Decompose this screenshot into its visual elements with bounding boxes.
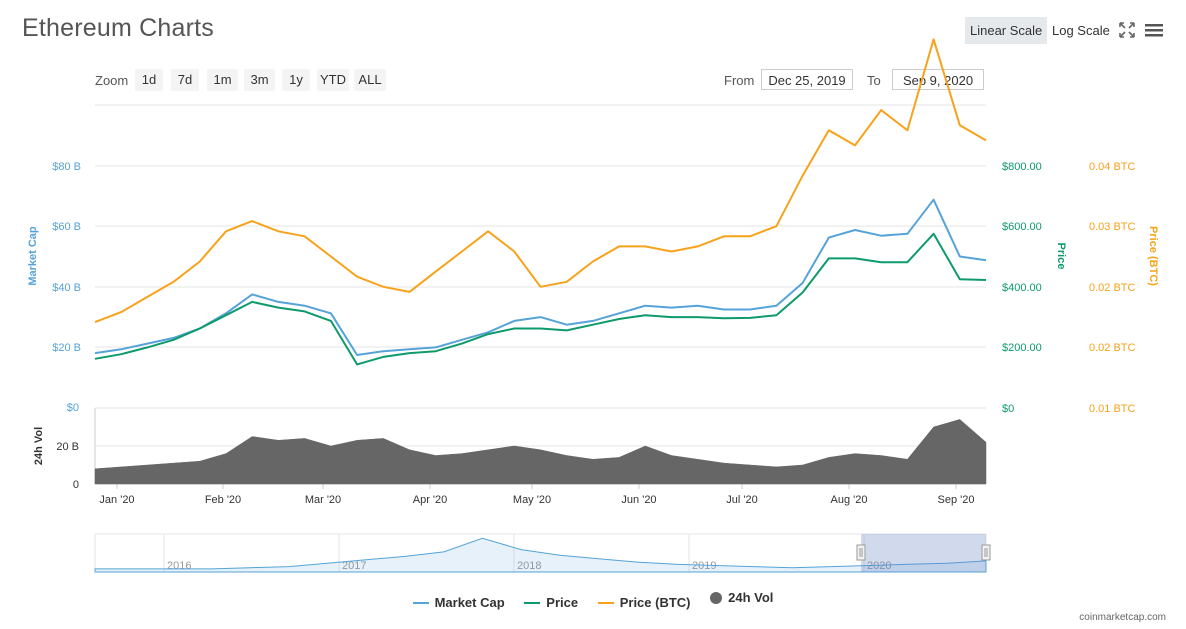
volume-area [94,419,987,485]
y3-tick-label: 0.02 BTC [1089,342,1136,354]
x-tick-label: Feb '20 [205,494,241,506]
vol-tick-label: $0 [67,402,79,414]
zoom-ytd-button[interactable]: YTD [317,69,349,91]
y2-tick-label: $600.00 [1002,221,1042,233]
navigator-label: 2020 [867,560,891,572]
legend-line-icon [412,601,429,604]
y3-tick-label: 0.03 BTC [1089,221,1136,233]
y-tick-label: $40 B [52,282,81,294]
x-tick-label: Sep '20 [938,494,975,506]
zoom-1d-button[interactable]: 1d [135,69,163,91]
y3-tick-label: 0.02 BTC [1089,282,1136,294]
y2-tick-label: $800.00 [1002,161,1042,173]
x-tick-label: Apr '20 [413,494,448,506]
handle-body [856,544,866,561]
log-scale-button[interactable]: Log Scale [1052,23,1110,38]
fullscreen-icon[interactable] [1117,20,1137,40]
legend-label: Price [546,595,579,610]
legend-price-btc[interactable]: Price (BTC) [597,595,691,610]
x-tick-label: May '20 [513,494,551,506]
legend-label: Market Cap [434,595,505,610]
legend-line-icon [524,601,541,604]
y3-axis-title: Price (BTC) [1147,226,1159,286]
series-line-market-cap [94,198,987,356]
y2-tick-label: $0 [1002,403,1014,415]
legend-label: 24h Vol [728,590,774,605]
y2-axis-title: Price [1055,243,1067,270]
navigator-series [94,537,987,573]
page-title: Ethereum Charts [22,14,214,42]
from-label: From [724,73,755,88]
chart-legend: Market Cap Price Price (BTC) 24h Vol [0,590,1186,610]
zoom-7d-button[interactable]: 7d [171,69,199,91]
y-tick-label: $80 B [52,161,81,173]
y-tick-label: $20 B [52,342,81,354]
y2-tick-label: $400.00 [1002,282,1042,294]
from-date-input[interactable]: Dec 25, 2019 [761,69,853,90]
y3-tick-label: 0.01 BTC [1089,403,1136,415]
series-line-price [94,232,987,366]
credit-link[interactable]: coinmarketcap.com [1079,612,1166,623]
x-tick-label: Jun '20 [621,494,656,506]
hamburger-menu-icon[interactable] [1144,20,1164,40]
zoom-1y-button[interactable]: 1y [282,69,310,91]
y3-tick-label: 0.04 BTC [1089,161,1136,173]
handle-body [981,544,991,561]
navigator-handle-icon[interactable] [981,544,991,561]
legend-market-cap[interactable]: Market Cap [412,595,505,610]
y-tick-label: $60 B [52,221,81,233]
vol-tick-label: 20 B [56,441,79,453]
series-line-price-btc [94,38,987,324]
y-axis-title: Market Cap [27,226,39,286]
legend-label: Price (BTC) [619,595,691,610]
navigator-handle-icon[interactable] [856,544,866,561]
zoom-label: Zoom [95,73,129,88]
vol-tick-label: 0 [73,479,79,491]
y2-tick-label: $200.00 [1002,342,1042,354]
navigator-selection [861,534,986,572]
x-tick-label: Mar '20 [305,494,341,506]
x-tick-label: Jan '20 [99,494,134,506]
navigator-label: 2017 [342,560,366,572]
x-tick-label: Jul '20 [726,494,757,506]
navigator-frame [94,533,987,573]
navigator-label: 2019 [692,560,716,572]
legend-price[interactable]: Price [524,595,578,610]
zoom-1m-button[interactable]: 1m [207,69,238,91]
navigator-label: 2018 [517,560,541,572]
zoom-all-button[interactable]: ALL [354,69,386,91]
vol-axis-title: 24h Vol [33,427,45,465]
linear-scale-button[interactable]: Linear Scale [965,17,1048,44]
to-label: To [867,73,881,88]
legend-line-icon [597,601,614,604]
zoom-3m-button[interactable]: 3m [244,69,275,91]
legend-24h-vol[interactable]: 24h Vol [710,590,773,605]
legend-dot-icon [710,591,723,604]
x-tick-label: Aug '20 [831,494,868,506]
